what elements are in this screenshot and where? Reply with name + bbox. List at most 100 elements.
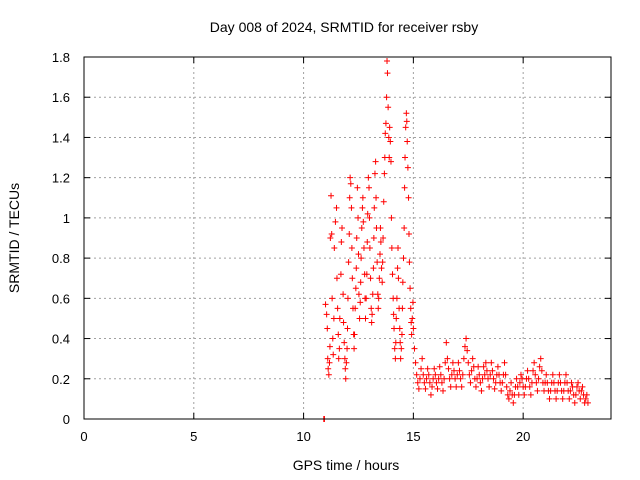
data-point [423,375,430,382]
data-point [405,194,412,201]
x-tick-label: 10 [296,429,310,444]
data-point [464,347,471,354]
x-tick-label: 20 [516,429,530,444]
data-point [351,345,358,352]
data-point [333,204,340,211]
data-point [329,335,336,342]
data-point [340,291,347,298]
data-point [371,204,378,211]
data-point [371,170,378,177]
data-point [384,70,391,77]
data-point [452,375,459,382]
data-point [531,359,538,366]
data-point [382,120,389,127]
data-point [358,255,365,262]
data-point [393,295,400,302]
data-point [463,335,470,342]
data-point [386,154,393,161]
data-point [383,94,390,101]
y-tick-label: 0.6 [52,291,70,306]
data-point [401,224,408,231]
data-point [474,375,481,382]
data-point [386,124,393,131]
data-point [404,164,411,171]
data-point [434,385,441,392]
data-point [559,395,566,402]
data-point [372,158,379,165]
data-point [363,271,370,278]
data-point [457,375,464,382]
data-point [365,174,372,181]
data-point [453,383,460,390]
data-point [485,375,492,382]
data-point [447,383,454,390]
data-point [381,170,388,177]
data-point [368,305,375,312]
data-point [577,395,584,402]
data-point [479,375,486,382]
data-point [521,391,528,398]
data-point [341,355,348,362]
data-point [380,235,387,241]
data-point [408,331,415,338]
data-point [370,265,377,272]
data-point [483,367,490,374]
data-point [368,319,375,326]
data-point [427,391,434,398]
data-point [344,295,351,302]
data-point [421,379,428,386]
data-point [347,180,354,187]
plot-frame [83,56,612,420]
data-point [476,371,483,378]
ticks-layer: 0 5 10 15 20 0 0.2 0.4 0.6 0.8 1 1.2 1.4 1.6 1.8 [52,50,611,444]
data-point [446,375,453,382]
y-tick-label: 0 [63,412,70,427]
data-point [374,291,381,298]
data-point [348,245,355,252]
data-point [583,391,590,398]
data-point [336,315,343,322]
y-tick-label: 1.4 [52,130,70,145]
data-point [405,230,412,237]
data-point [397,339,404,346]
data-point [343,359,350,366]
data-point [422,385,429,392]
data-point [505,395,512,402]
data-point [502,371,509,378]
data-point [475,363,482,370]
data-point [335,355,342,362]
data-point [375,305,382,312]
data-point [345,259,352,266]
data-point [334,305,341,312]
data-point [409,315,416,322]
data-point [490,375,497,382]
data-point [328,230,335,237]
data-point [445,365,452,372]
data-point [377,239,384,246]
data-point [429,383,436,390]
data-point [348,204,355,211]
data-point [347,174,354,181]
data-point [450,367,457,374]
data-point [336,345,343,352]
data-point [571,399,578,406]
data-point [465,359,472,366]
data-point [399,279,406,286]
data-point [487,371,494,378]
data-point [358,224,365,231]
data-point [327,235,334,241]
data-point [438,379,445,386]
data-point [503,383,510,390]
data-point [466,371,473,378]
data-point [532,371,539,378]
data-point [527,391,534,398]
data-point [357,299,364,306]
data-point [382,130,389,137]
data-point [477,379,484,386]
data-point [573,383,580,390]
data-point [435,375,442,382]
data-point [396,325,403,332]
y-axis-label: SRMTID / TECUs [6,183,22,293]
data-point [516,379,523,386]
